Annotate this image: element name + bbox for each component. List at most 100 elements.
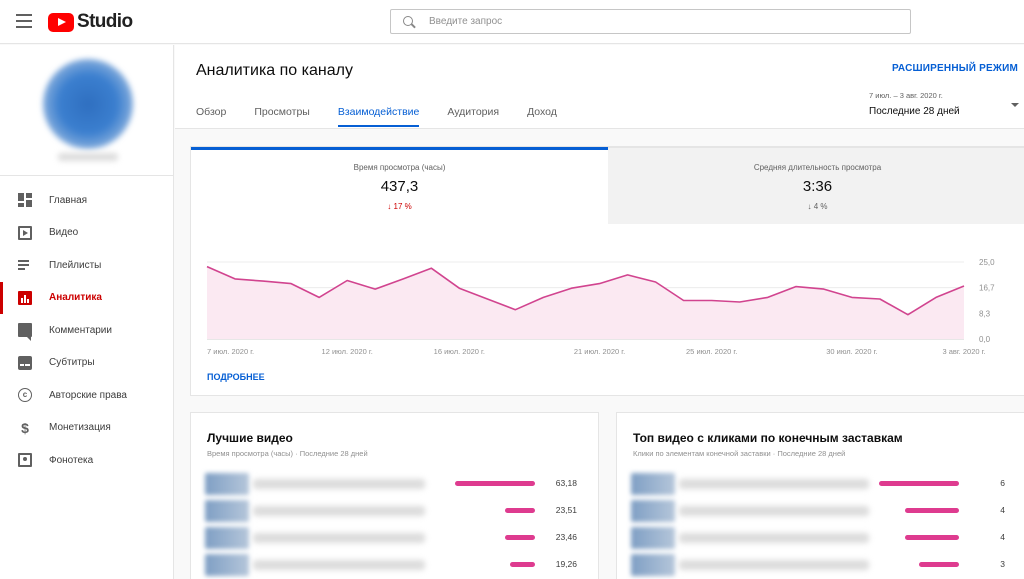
x-tick-label: 30 июл. 2020 г. xyxy=(826,347,877,356)
date-range-text: 7 июл. – 3 авг. 2020 г. xyxy=(869,91,943,100)
video-thumbnail[interactable] xyxy=(205,500,249,522)
youtube-play-icon xyxy=(48,12,74,32)
tab-overview[interactable]: Обзор xyxy=(196,106,227,118)
x-tick-label: 12 июл. 2020 г. xyxy=(322,347,373,356)
video-title-blurred xyxy=(253,506,425,516)
sidebar-item-monetization[interactable]: $ Монетизация xyxy=(0,412,174,445)
list-item[interactable]: 63,18 xyxy=(191,471,598,498)
tab-revenue[interactable]: Доход xyxy=(527,106,557,118)
row-value: 3 xyxy=(1000,559,1005,569)
value-bar xyxy=(510,562,535,567)
card-title: Топ видео с кликами по конечным заставка… xyxy=(633,431,903,445)
x-tick-label: 25 июл. 2020 г. xyxy=(686,347,737,356)
value-bar xyxy=(505,535,535,540)
sidebar-item-label: Плейлисты xyxy=(49,259,102,271)
audio-library-icon xyxy=(18,453,32,468)
sidebar-item-comments[interactable]: Комментарии xyxy=(0,314,174,347)
list-item[interactable]: 6 xyxy=(617,471,1024,498)
row-value: 23,51 xyxy=(555,505,577,515)
dollar-icon: $ xyxy=(21,419,29,436)
sidebar-nav: Главная Видео Плейлисты Аналитика Коммен… xyxy=(0,184,174,477)
search-icon[interactable] xyxy=(403,15,415,28)
x-tick-label: 21 июл. 2020 г. xyxy=(574,347,625,356)
engagement-chart: 25,0 16,7 8,3 0,0 7 июл. 2020 г. 12 июл. 2020… xyxy=(206,258,995,356)
sidebar-item-dashboard[interactable]: Главная xyxy=(0,184,174,217)
value-bar xyxy=(505,508,535,513)
row-value: 63,18 xyxy=(555,478,577,488)
card-title: Лучшие видео xyxy=(207,431,293,445)
list-item[interactable]: 19,26 xyxy=(191,552,598,579)
copyright-icon: c xyxy=(18,388,32,403)
tab-audience[interactable]: Аудитория xyxy=(447,106,500,118)
top-bar: Studio xyxy=(0,0,1024,44)
search-box[interactable] xyxy=(390,9,911,34)
date-preset-text: Последние 28 дней xyxy=(869,106,960,117)
channel-avatar[interactable] xyxy=(43,59,133,149)
value-bar xyxy=(455,481,535,486)
video-thumbnail[interactable] xyxy=(631,527,675,549)
sidebar-item-playlists[interactable]: Плейлисты xyxy=(0,249,174,282)
video-thumbnail[interactable] xyxy=(205,527,249,549)
sidebar-item-audio-library[interactable]: Фонотека xyxy=(0,444,174,477)
chevron-down-icon[interactable] xyxy=(1011,103,1019,107)
video-thumbnail[interactable] xyxy=(631,473,675,495)
video-title-blurred xyxy=(253,479,425,489)
x-tick-label: 7 июл. 2020 г. xyxy=(207,347,254,356)
sidebar: Главная Видео Плейлисты Аналитика Коммен… xyxy=(0,45,174,579)
video-thumbnail[interactable] xyxy=(631,554,675,576)
card-subtitle: Клики по элементам конечной заставки · П… xyxy=(633,449,846,458)
list-item[interactable]: 4 xyxy=(617,498,1024,525)
value-bar xyxy=(879,481,959,486)
chart-series-line xyxy=(206,265,965,316)
list-item[interactable]: 23,46 xyxy=(191,525,598,552)
analytics-icon xyxy=(18,290,32,305)
tab-engagement[interactable]: Взаимодействие xyxy=(337,106,419,127)
list-item[interactable]: 3 xyxy=(617,552,1024,579)
sidebar-item-label: Комментарии xyxy=(49,324,112,336)
more-details-link[interactable]: ПОДРОБНЕЕ xyxy=(207,372,265,382)
sidebar-item-video[interactable]: Видео xyxy=(0,217,174,250)
metric-watch-time[interactable]: Время просмотра (часы) 437,3 ↓ 17 % xyxy=(191,147,608,224)
y-tick-label: 0,0 xyxy=(979,335,991,344)
video-title-blurred xyxy=(253,533,425,543)
sidebar-divider xyxy=(0,175,174,176)
video-title-blurred xyxy=(679,506,869,516)
metric-avg-duration[interactable]: Средняя длительность просмотра 3:36 ↓ 4 … xyxy=(608,147,1024,224)
chart-card: Время просмотра (часы) 437,3 ↓ 17 % Сред… xyxy=(190,146,1024,396)
video-thumbnail[interactable] xyxy=(205,473,249,495)
list-item[interactable]: 4 xyxy=(617,525,1024,552)
sidebar-item-label: Монетизация xyxy=(49,422,111,434)
sidebar-item-subtitles[interactable]: Субтитры xyxy=(0,347,174,380)
video-title-blurred xyxy=(679,533,869,543)
playlist-icon xyxy=(18,258,32,272)
studio-logo[interactable]: Studio xyxy=(48,11,133,33)
sidebar-item-label: Аналитика xyxy=(49,292,102,304)
value-bar xyxy=(919,562,959,567)
sidebar-item-label: Главная xyxy=(49,194,88,206)
value-bar xyxy=(905,535,959,540)
row-value: 4 xyxy=(1000,505,1005,515)
search-input[interactable] xyxy=(429,16,889,27)
sidebar-item-label: Авторские права xyxy=(49,389,127,401)
sidebar-item-copyright[interactable]: c Авторские права xyxy=(0,379,174,412)
chart-area-fill xyxy=(207,266,964,339)
metric-value: 3:36 xyxy=(802,178,833,195)
sidebar-item-analytics[interactable]: Аналитика xyxy=(0,281,174,315)
sidebar-item-label: Субтитры xyxy=(49,357,95,369)
tab-views[interactable]: Просмотры xyxy=(254,106,310,118)
list-item[interactable]: 23,51 xyxy=(191,498,598,525)
y-tick-label: 16,7 xyxy=(979,284,995,293)
date-range-selector[interactable]: 7 июл. – 3 авг. 2020 г. Последние 28 дне… xyxy=(869,91,960,117)
subtitles-icon xyxy=(18,355,32,370)
video-thumbnail[interactable] xyxy=(631,500,675,522)
video-thumbnail[interactable] xyxy=(205,554,249,576)
logo-text: Studio xyxy=(77,11,133,32)
menu-icon[interactable] xyxy=(16,14,32,28)
page-title: Аналитика по каналу xyxy=(196,62,353,79)
video-title-blurred xyxy=(679,560,869,570)
metric-change: ↓ 17 % xyxy=(387,202,412,211)
metric-label: Время просмотра (часы) xyxy=(353,163,446,172)
end-screen-card: Топ видео с кликами по конечным заставка… xyxy=(616,412,1024,579)
advanced-mode-link[interactable]: РАСШИРЕННЫЙ РЕЖИМ xyxy=(891,63,1018,74)
top-videos-card: Лучшие видео Время просмотра (часы) · По… xyxy=(190,412,599,579)
